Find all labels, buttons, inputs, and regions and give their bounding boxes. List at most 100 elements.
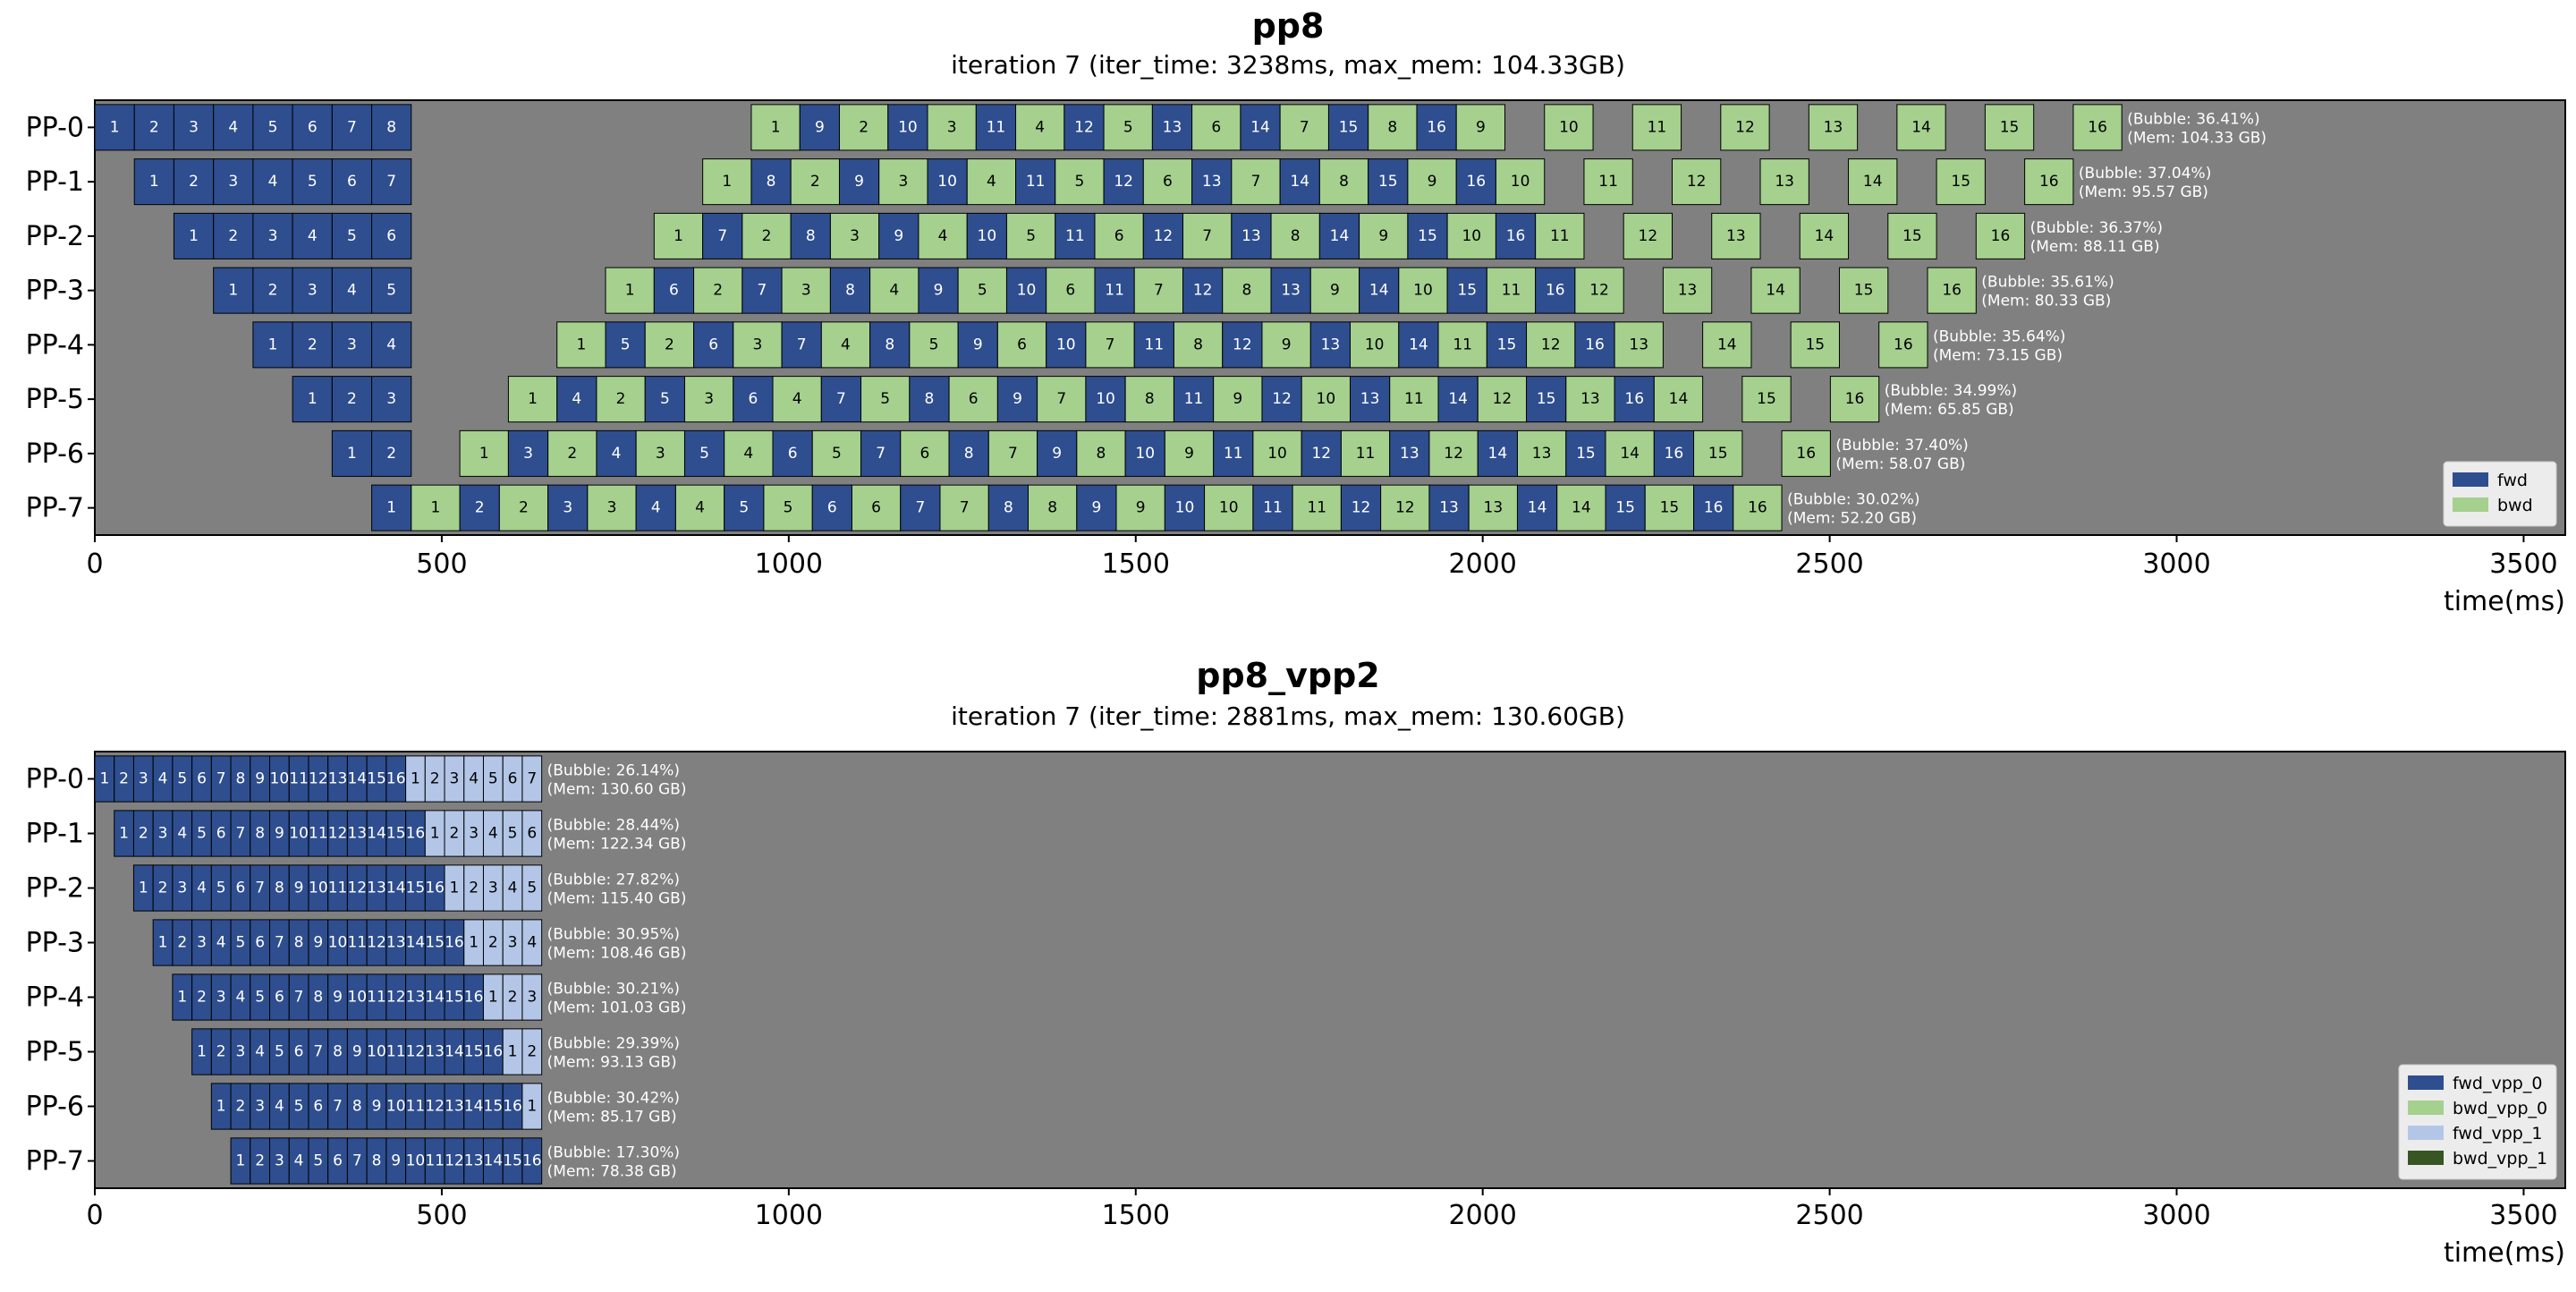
block-label: 14 [406,934,426,952]
block-label: 12 [406,1043,426,1061]
mem-annotation: (Mem: 115.40 GB) [547,890,687,908]
block-label: 8 [1145,390,1155,408]
schedule-block [371,429,412,477]
mem-annotation: (Mem: 73.15 GB) [1933,346,2063,364]
schedule-block [996,321,1047,369]
block-label: 15 [386,825,406,843]
schedule-block [459,429,509,477]
block-label: 8 [386,118,396,136]
schedule-block [1173,376,1215,423]
schedule-block [763,484,813,531]
schedule-block [1380,484,1430,531]
x-tick-label: 0 [86,1200,103,1231]
block-label: 4 [255,1043,265,1061]
schedule-block [750,104,801,151]
schedule-block [1318,212,1360,259]
block-label: 9 [1233,390,1242,408]
schedule-block [1741,376,1792,423]
block-label: 8 [1047,499,1057,517]
block-label: 6 [871,499,881,517]
block-label: 7 [797,336,807,353]
block-label: 2 [347,390,357,408]
block-label: 6 [294,1043,304,1061]
schedule-block [1231,158,1281,206]
block-label: 15 [1854,282,1874,300]
block-label: 9 [1378,227,1388,245]
legend-entry: bwd_vpp_0 [2453,1099,2547,1118]
block-label: 2 [449,825,459,843]
block-label: 11 [1026,173,1046,191]
block-label: 6 [275,989,284,1007]
block-label: 3 [236,1043,246,1061]
block-label: 6 [708,336,718,353]
schedule-block [1535,267,1576,314]
block-label: 1 [216,1098,226,1116]
schedule-block [213,267,254,314]
block-label: 5 [880,390,890,408]
block-label: 3 [268,227,278,245]
schedule-block [1309,267,1360,314]
schedule-block [909,321,959,369]
block-label: 6 [308,118,318,136]
block-label: 4 [177,825,187,843]
block-label: 1 [411,770,420,788]
block-label: 11 [1263,499,1283,517]
block-label: 9 [275,825,284,843]
block-label: 3 [275,1152,284,1170]
bubble-annotation: (Bubble: 30.95%) [547,926,680,944]
block-label: 10 [1462,227,1481,245]
block-label: 1 [722,173,732,191]
block-label: 14 [1488,445,1508,463]
schedule-block [1279,158,1320,206]
x-tick-label: 500 [416,1200,467,1231]
schedule-block [1240,104,1281,151]
block-label: 14 [1250,118,1270,136]
block-label: 7 [1300,118,1309,136]
block-label: 5 [488,770,498,788]
schedule-block [1662,267,1713,314]
block-label: 11 [1184,390,1204,408]
block-label: 16 [1796,445,1816,463]
bubble-annotation: (Bubble: 36.41%) [2127,110,2259,128]
legend: fwd bwd [2443,461,2557,527]
x-tick-label: 3500 [2489,1200,2557,1231]
block-label: 9 [973,336,983,353]
block-label: 9 [313,934,323,952]
block-label: 9 [1282,336,1292,353]
block-label: 7 [347,118,357,136]
block-label: 7 [1251,173,1261,191]
block-label: 10 [270,770,290,788]
block-label: 4 [158,770,168,788]
block-label: 3 [449,770,459,788]
schedule-block [521,755,543,803]
block-label: 1 [308,390,318,408]
schedule-block [521,1137,543,1185]
schedule-block [587,484,637,531]
block-label: 1 [771,118,781,136]
block-label: 4 [386,336,396,353]
schedule-block [674,484,725,531]
block-label: 1 [386,499,396,517]
block-label: 2 [859,118,869,136]
bubble-annotation: (Bubble: 26.14%) [547,762,680,780]
schedule-block [1848,158,1898,206]
block-label: 3 [898,173,908,191]
block-label: 7 [1202,227,1212,245]
block-label: 16 [1585,336,1605,353]
schedule-block [1759,158,1809,206]
block-label: 5 [308,173,318,191]
block-label: 3 [139,770,148,788]
block-label: 4 [612,445,622,463]
block-label: 1 [528,390,538,408]
block-label: 1 [177,989,187,1007]
schedule-block [966,212,1007,259]
block-label: 6 [527,825,537,843]
schedule-block [292,158,333,206]
block-label: 13 [1629,336,1648,353]
schedule-block [975,104,1017,151]
schedule-block [1516,484,1558,531]
block-label: 11 [1224,445,1243,463]
schedule-block [1222,321,1263,369]
block-label: 3 [347,336,357,353]
block-label: 8 [352,1098,362,1116]
